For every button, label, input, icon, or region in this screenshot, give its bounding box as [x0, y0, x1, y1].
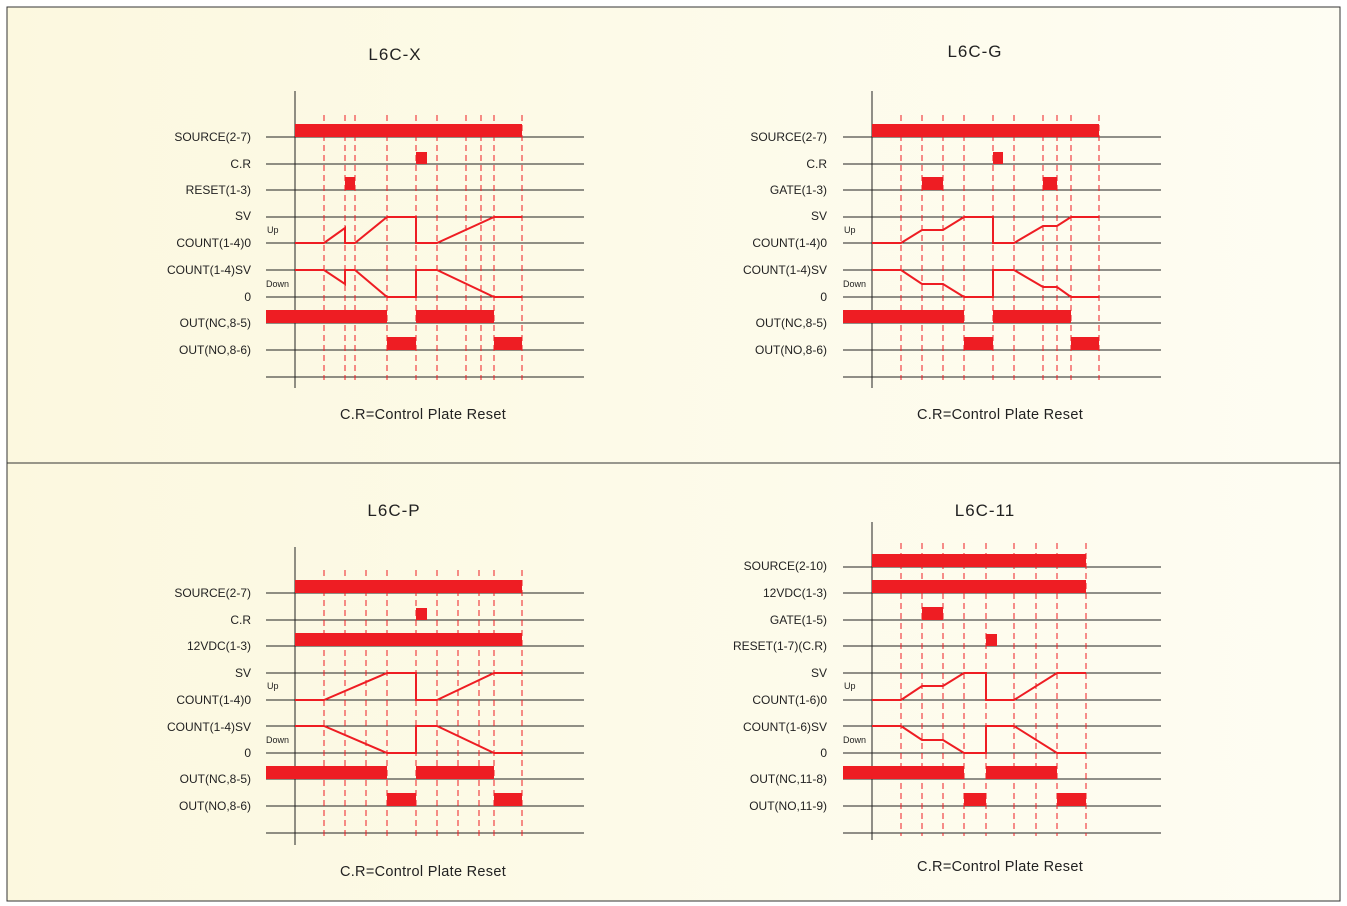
row-label-sv: SV: [811, 666, 827, 680]
up-label: Up: [267, 681, 279, 691]
down-label: Down: [266, 735, 289, 745]
row-label-out-no: OUT(NO,8-6): [755, 343, 827, 357]
row-label-source: SOURCE(2-10): [744, 559, 827, 573]
row-label-out-nc: OUT(NC,8-5): [180, 772, 251, 786]
event-markers: [900, 543, 1087, 836]
row-labels: SOURCE(2-7) C.R GATE(1-3) SV COUNT(1-4)0…: [743, 130, 827, 357]
count-traces: [295, 216, 522, 298]
row-labels: SOURCE(2-7) C.R 12VDC(1-3) SV COUNT(1-4)…: [167, 586, 251, 813]
count-traces: [872, 216, 1099, 298]
down-label: Down: [843, 735, 866, 745]
panel-bottom: [6, 462, 1341, 902]
row-label-zero: 0: [244, 746, 251, 760]
row-label-out-nc: OUT(NC,11-8): [750, 772, 827, 786]
row-label-reset: RESET(1-3): [186, 183, 251, 197]
row-label-source: SOURCE(2-7): [174, 130, 251, 144]
row-label-12vdc: 12VDC(1-3): [763, 586, 827, 600]
row-label-zero: 0: [820, 746, 827, 760]
event-markers: [323, 115, 523, 380]
row-label-cr: C.R: [230, 613, 251, 627]
row-labels: SOURCE(2-10) 12VDC(1-3) GATE(1-5) RESET(…: [733, 559, 827, 813]
row-label-sv: SV: [811, 209, 827, 223]
row-label-count-up: COUNT(1-6)0: [752, 693, 827, 707]
row-labels: SOURCE(2-7) C.R RESET(1-3) SV COUNT(1-4)…: [167, 130, 251, 357]
signal-blocks: [843, 554, 1086, 806]
up-label: Up: [267, 225, 279, 235]
diagram-l6c-p: L6C-P C.R=Control Plate Reset Up Down SO…: [167, 501, 584, 880]
down-label: Down: [266, 279, 289, 289]
diagram-note: C.R=Control Plate Reset: [917, 407, 1083, 423]
panel-top: [6, 6, 1341, 464]
row-label-12vdc: 12VDC(1-3): [187, 639, 251, 653]
diagram-title: L6C-P: [367, 501, 420, 520]
count-traces: [872, 672, 1086, 754]
up-label: Up: [844, 225, 856, 235]
diagram-title: L6C-X: [368, 45, 421, 64]
event-markers: [323, 570, 523, 836]
row-label-count-up: COUNT(1-4)0: [176, 693, 251, 707]
signal-blocks: [266, 580, 522, 806]
diagram-l6c-x: L6C-X C.R=Control Plate Reset Up Down SO…: [167, 45, 584, 423]
row-label-cr: C.R: [806, 157, 827, 171]
row-label-out-no: OUT(NO,8-6): [179, 799, 251, 813]
row-label-out-no: OUT(NO,8-6): [179, 343, 251, 357]
row-label-sv: SV: [235, 666, 251, 680]
row-label-reset-cr: RESET(1-7)(C.R): [733, 639, 827, 653]
diagram-l6c-11: L6C-11 C.R=Control Plate Reset Up Down S…: [733, 501, 1161, 875]
diagram-note: C.R=Control Plate Reset: [340, 864, 506, 880]
row-label-zero: 0: [244, 290, 251, 304]
row-label-gate: GATE(1-5): [770, 613, 827, 627]
row-label-count-down: COUNT(1-4)SV: [743, 263, 827, 277]
diagram-l6c-g: L6C-G C.R=Control Plate Reset Up Down SO…: [743, 42, 1161, 423]
row-label-gate: GATE(1-3): [770, 183, 827, 197]
diagram-note: C.R=Control Plate Reset: [917, 859, 1083, 875]
signal-blocks: [266, 124, 522, 350]
row-label-source: SOURCE(2-7): [750, 130, 827, 144]
row-label-count-up: COUNT(1-4)0: [752, 236, 827, 250]
row-label-count-up: COUNT(1-4)0: [176, 236, 251, 250]
down-label: Down: [843, 279, 866, 289]
row-label-out-no: OUT(NO,11-9): [749, 799, 827, 813]
diagram-title: L6C-G: [947, 42, 1002, 61]
row-label-cr: C.R: [230, 157, 251, 171]
signal-blocks: [843, 124, 1099, 350]
row-label-sv: SV: [235, 209, 251, 223]
diagram-title: L6C-11: [955, 501, 1016, 520]
row-label-zero: 0: [820, 290, 827, 304]
row-label-out-nc: OUT(NC,8-5): [756, 316, 827, 330]
row-label-count-down: COUNT(1-4)SV: [167, 263, 251, 277]
diagram-note: C.R=Control Plate Reset: [340, 407, 506, 423]
row-label-source: SOURCE(2-7): [174, 586, 251, 600]
row-label-count-down: COUNT(1-4)SV: [167, 720, 251, 734]
event-markers: [900, 115, 1100, 380]
up-label: Up: [844, 681, 856, 691]
row-label-out-nc: OUT(NC,8-5): [180, 316, 251, 330]
count-traces: [295, 672, 522, 754]
row-label-count-down: COUNT(1-6)SV: [743, 720, 827, 734]
